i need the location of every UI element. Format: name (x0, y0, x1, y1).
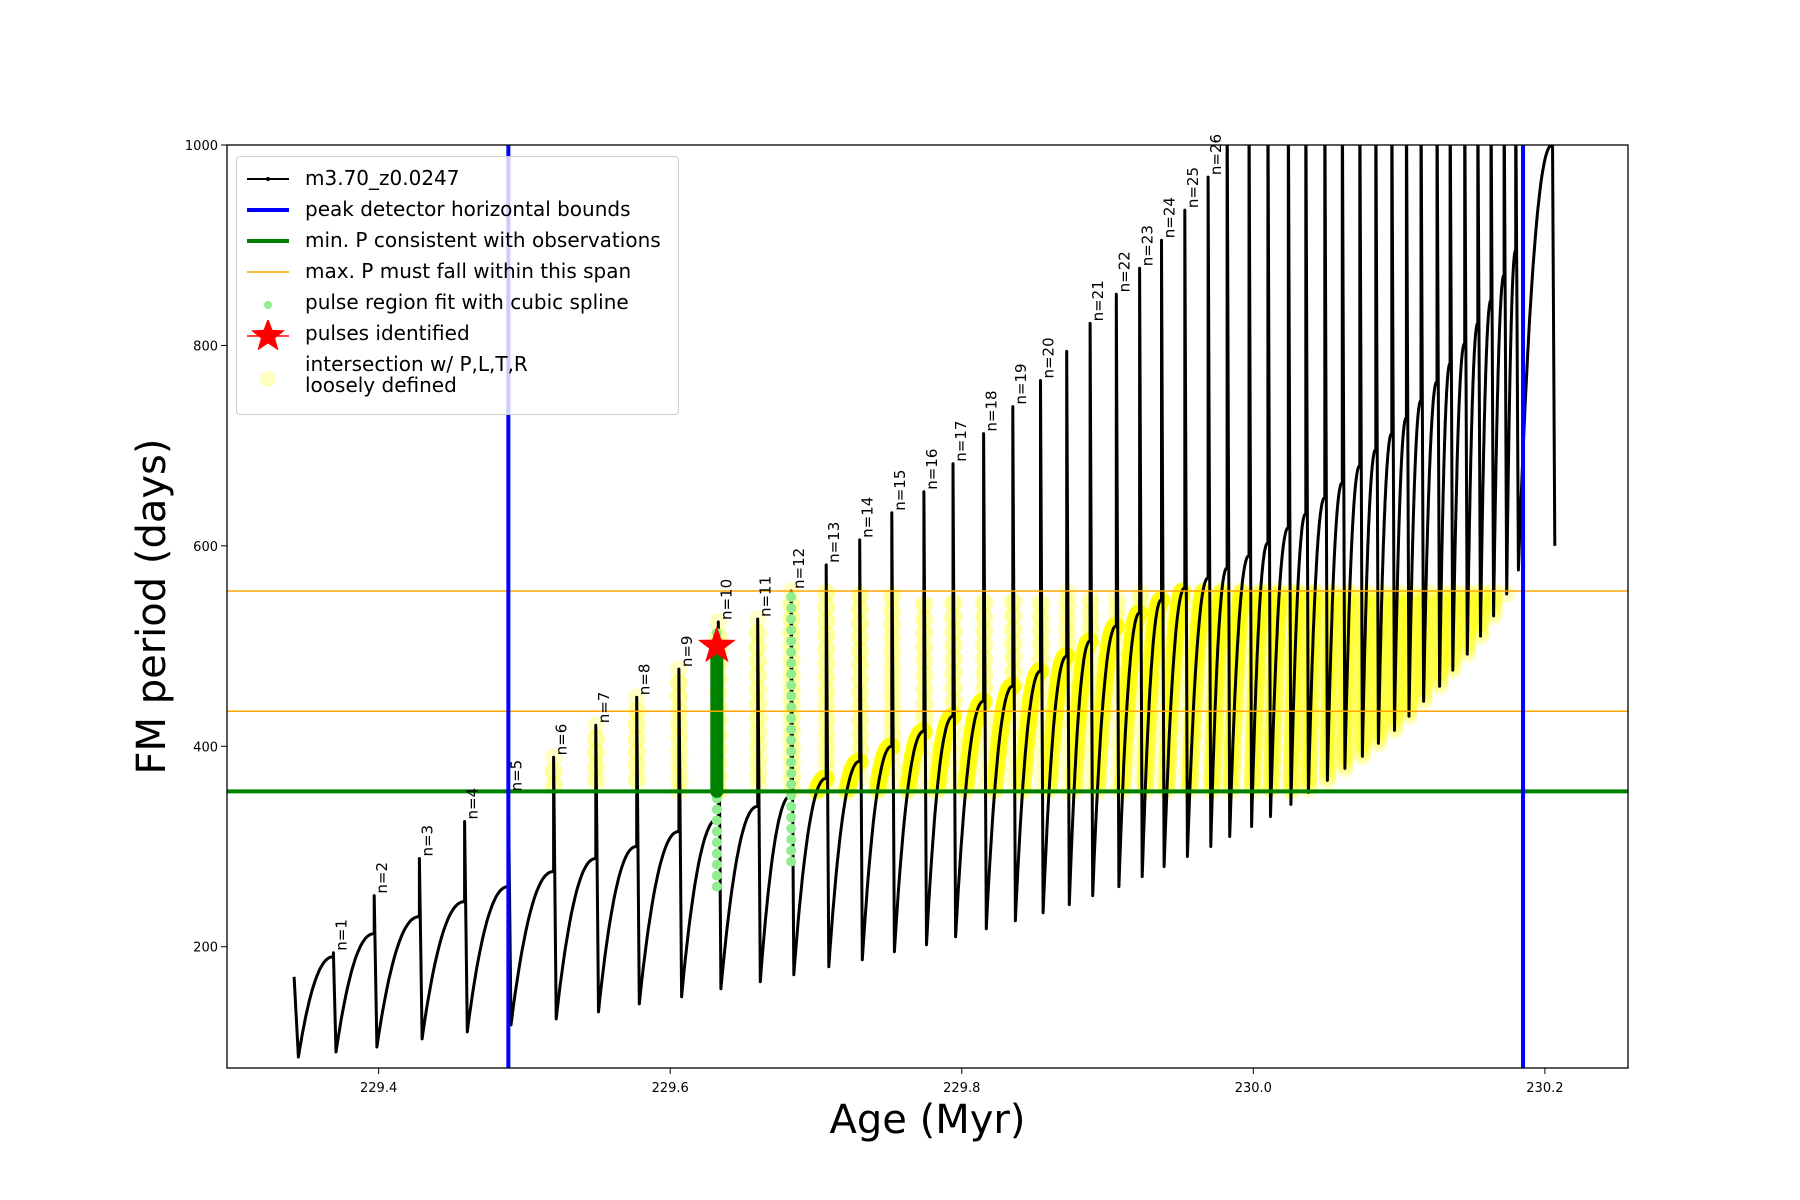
y-tick-label: 800 (193, 339, 218, 354)
legend-star-red-icon (247, 320, 289, 350)
y-tick-label: 400 (193, 740, 218, 755)
spline-fit-point (786, 746, 797, 757)
x-tick-label: 229.4 (360, 1081, 397, 1096)
spline-fit-point (786, 779, 797, 790)
legend-item-track: m3.70_z0.0247 (237, 165, 678, 195)
pulse-label: n=15 (891, 470, 909, 511)
spline-fit-point (711, 848, 722, 859)
pulse-label: n=8 (636, 664, 654, 696)
pulse-label: n=22 (1115, 251, 1133, 292)
spline-fit-point (711, 859, 722, 870)
pulse-label: n=25 (1184, 167, 1202, 208)
y-axis-label: FM period (days) (129, 439, 175, 775)
y-tick-label: 600 (193, 540, 218, 555)
legend-item-intersection: intersection w/ P,L,T,R loosely defined (237, 351, 678, 407)
pulse-label: n=17 (952, 421, 970, 462)
pulse-label: n=11 (757, 576, 775, 617)
spline-fit-point (786, 724, 797, 735)
pulse-label: n=3 (418, 825, 436, 857)
pulse-label: n=16 (923, 449, 941, 490)
spline-fit-point (786, 812, 797, 823)
spline-fit-point (786, 834, 797, 845)
x-tick-label: 229.8 (943, 1081, 980, 1096)
spline-fit-point (786, 647, 797, 658)
y-tick-label: 1000 (185, 139, 218, 154)
pulse-label: n=12 (790, 548, 808, 589)
legend-item-bounds: peak detector horizontal bounds (237, 196, 678, 226)
spline-fit-point (786, 845, 797, 856)
spline-fit-point (786, 801, 797, 812)
plot-area (227, 145, 1628, 1068)
pulse-label: n=13 (825, 522, 843, 563)
spline-fit-point (786, 856, 797, 867)
legend-item-min-period: min. P consistent with observations (237, 227, 678, 257)
legend-item-pulses: pulses identified (237, 320, 678, 350)
pulse-label: n=24 (1160, 197, 1178, 238)
spline-fit-point (711, 870, 722, 881)
x-axis-label: Age (Myr) (830, 1097, 1026, 1143)
pulse-label: n=20 (1039, 337, 1057, 378)
spline-fit-point (711, 826, 722, 837)
spline-fit-point (786, 713, 797, 724)
pulse-label: n=2 (373, 862, 391, 894)
spline-fit-point (786, 625, 797, 636)
pulse-label: n=4 (464, 788, 482, 820)
spline-fit-point (786, 823, 797, 834)
legend-line-blue-icon (247, 208, 289, 212)
spline-fit-point (711, 815, 722, 826)
pulse-label: n=10 (717, 579, 735, 620)
spline-fit-point (786, 669, 797, 680)
x-tick-label: 230.2 (1526, 1081, 1563, 1096)
spline-fit-point (786, 658, 797, 669)
pulse-label: n=7 (595, 692, 613, 724)
spline-fit-point (786, 680, 797, 691)
intersection-overlay (544, 581, 1516, 801)
legend-line-orange-icon (247, 271, 289, 273)
legend-line-green-icon (247, 239, 289, 243)
legend: m3.70_z0.0247 peak detector horizontal b… (236, 156, 679, 415)
y-tick-label: 200 (193, 941, 218, 956)
pulse-label: n=19 (1012, 363, 1030, 404)
spline-fit-point (786, 636, 797, 647)
x-tick-label: 229.6 (652, 1081, 689, 1096)
pulse-label: n=14 (859, 497, 877, 538)
spline-fit-point (786, 591, 797, 602)
legend-line-black-icon (247, 177, 289, 181)
pulse-label: n=5 (507, 760, 525, 792)
legend-dot-yellow-icon (260, 371, 276, 387)
pulse-label: n=23 (1139, 225, 1157, 266)
spline-fit-point (711, 881, 722, 892)
legend-item-spline: pulse region fit with cubic spline (237, 289, 678, 319)
spline-fit-point (786, 614, 797, 625)
legend-dot-lightgreen-icon (264, 301, 272, 309)
pulse-label: n=1 (332, 919, 350, 951)
spline-fit-point (786, 757, 797, 768)
spline-fit-point (786, 603, 797, 614)
pulse-label: n=9 (678, 636, 696, 668)
pulse-label: n=6 (553, 724, 571, 756)
spline-fit-point (711, 804, 722, 815)
spline-fit-point (786, 735, 797, 746)
pulse-label: n=26 (1207, 134, 1225, 175)
spline-fit-point (786, 768, 797, 779)
spline-fit-point (711, 837, 722, 848)
spline-fit-point (786, 691, 797, 702)
x-tick-label: 230.0 (1235, 1081, 1272, 1096)
pulse-label: n=21 (1089, 280, 1107, 321)
legend-item-max-span: max. P must fall within this span (237, 258, 678, 288)
pulse-label: n=18 (983, 390, 1001, 431)
